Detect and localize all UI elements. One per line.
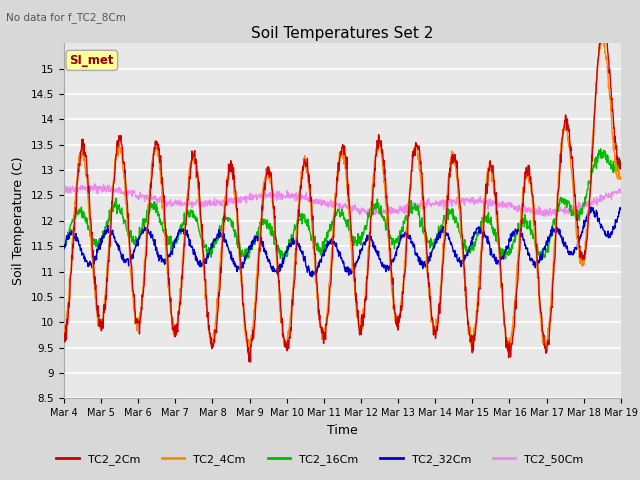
Legend: TC2_2Cm, TC2_4Cm, TC2_16Cm, TC2_32Cm, TC2_50Cm: TC2_2Cm, TC2_4Cm, TC2_16Cm, TC2_32Cm, TC… <box>52 450 588 469</box>
Y-axis label: Soil Temperature (C): Soil Temperature (C) <box>12 156 26 285</box>
Text: SI_met: SI_met <box>70 54 114 67</box>
Text: No data for f_TC2_8Cm: No data for f_TC2_8Cm <box>6 12 126 23</box>
Title: Soil Temperatures Set 2: Soil Temperatures Set 2 <box>252 25 433 41</box>
X-axis label: Time: Time <box>327 424 358 437</box>
